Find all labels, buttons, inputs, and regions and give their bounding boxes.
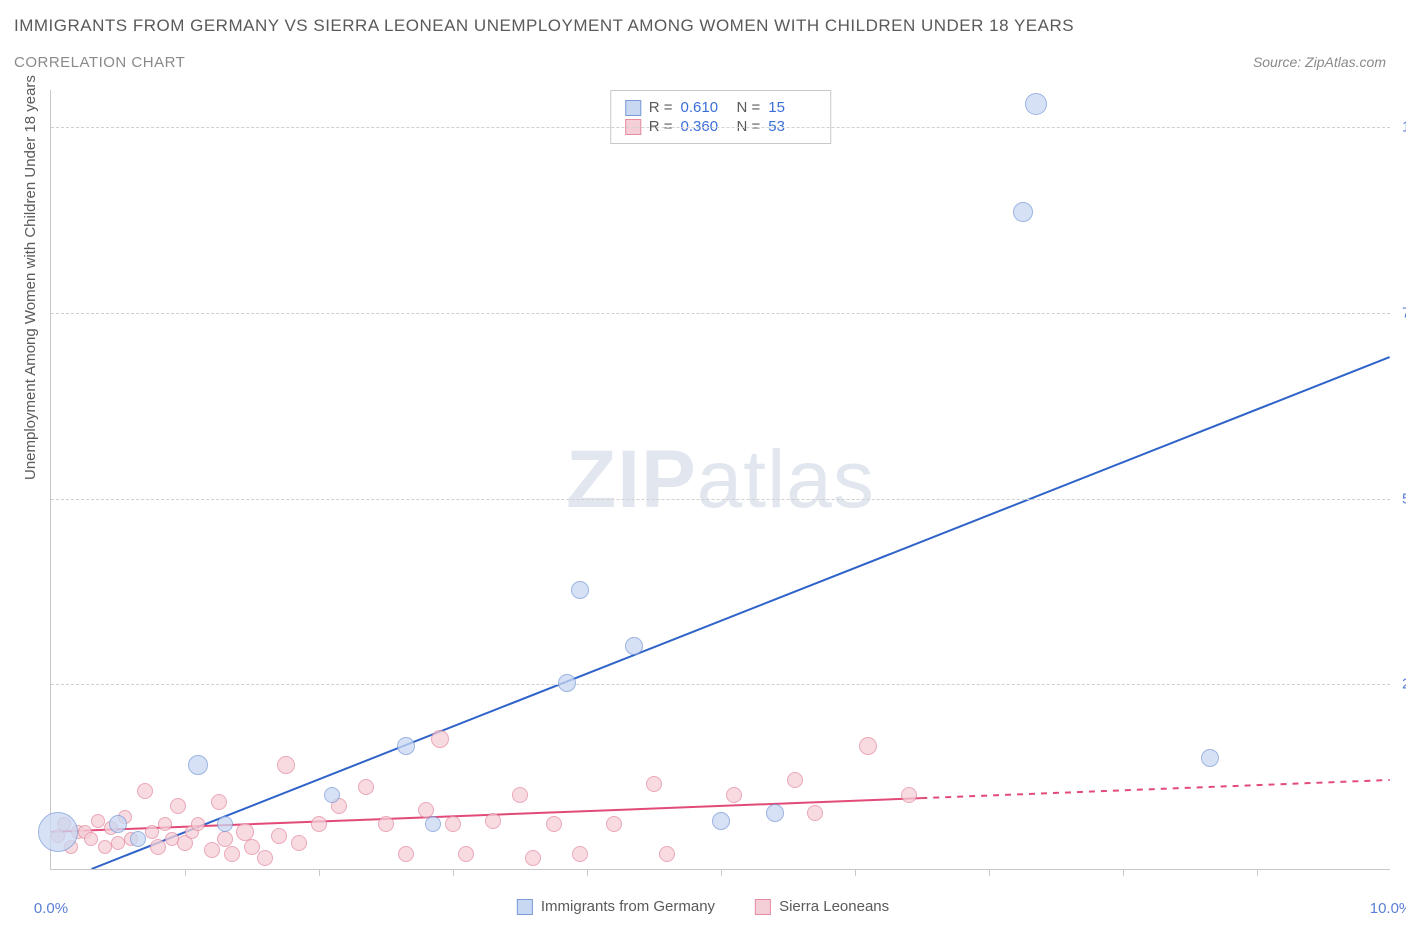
- data-point: [546, 816, 562, 832]
- data-point: [324, 787, 340, 803]
- chart-title: IMMIGRANTS FROM GERMANY VS SIERRA LEONEA…: [14, 16, 1074, 36]
- data-point: [137, 783, 153, 799]
- data-point: [397, 737, 415, 755]
- legend-stats-row: R = 0.610 N = 15: [625, 99, 817, 116]
- data-point: [659, 846, 675, 862]
- data-point: [398, 846, 414, 862]
- x-tick: [855, 870, 856, 876]
- data-point: [158, 817, 172, 831]
- data-point: [378, 816, 394, 832]
- x-tick: [453, 870, 454, 876]
- data-point: [1201, 749, 1219, 767]
- data-point: [358, 779, 374, 795]
- y-tick-label: 100.0%: [1402, 119, 1406, 136]
- data-point: [485, 813, 501, 829]
- legend-n-value: 15: [768, 99, 816, 116]
- gridline: [51, 499, 1390, 500]
- bottom-legend: Immigrants from Germany Sierra Leoneans: [517, 898, 889, 915]
- trend-line-dashed: [921, 780, 1389, 798]
- data-point: [291, 835, 307, 851]
- data-point: [512, 787, 528, 803]
- data-point: [204, 842, 220, 858]
- data-point: [766, 804, 784, 822]
- data-point: [625, 637, 643, 655]
- y-axis-label: Unemployment Among Women with Children U…: [22, 75, 39, 480]
- data-point: [787, 772, 803, 788]
- data-point: [130, 831, 146, 847]
- data-point: [111, 836, 125, 850]
- x-tick: [989, 870, 990, 876]
- chart-source: Source: ZipAtlas.com: [1253, 54, 1386, 70]
- x-tick-label: 10.0%: [1370, 900, 1406, 917]
- gridline: [51, 684, 1390, 685]
- data-point: [217, 816, 233, 832]
- data-point: [1013, 202, 1033, 222]
- data-point: [217, 831, 233, 847]
- legend-swatch: [755, 899, 771, 915]
- x-tick: [1257, 870, 1258, 876]
- bottom-legend-label: Sierra Leoneans: [779, 898, 889, 915]
- chart-subtitle: CORRELATION CHART: [14, 54, 185, 71]
- data-point: [901, 787, 917, 803]
- data-point: [91, 814, 105, 828]
- data-point: [445, 816, 461, 832]
- data-point: [712, 812, 730, 830]
- data-point: [170, 798, 186, 814]
- legend-n-label: N =: [737, 99, 761, 116]
- y-tick-label: 50.0%: [1402, 490, 1406, 507]
- data-point: [188, 755, 208, 775]
- x-tick: [721, 870, 722, 876]
- y-tick-label: 25.0%: [1402, 676, 1406, 693]
- data-point: [98, 840, 112, 854]
- data-point: [150, 839, 166, 855]
- data-point: [726, 787, 742, 803]
- legend-swatch: [517, 899, 533, 915]
- bottom-legend-item: Sierra Leoneans: [755, 898, 889, 915]
- data-point: [425, 816, 441, 832]
- plot-area: ZIPatlas R =0.610N =15R =0.360N =53 25.0…: [50, 90, 1390, 870]
- data-point: [646, 776, 662, 792]
- bottom-legend-item: Immigrants from Germany: [517, 898, 715, 915]
- legend-r-value: 0.610: [681, 99, 729, 116]
- legend-swatch: [625, 100, 641, 116]
- data-point: [224, 846, 240, 862]
- data-point: [418, 802, 434, 818]
- data-point: [244, 839, 260, 855]
- data-point: [271, 828, 287, 844]
- x-tick: [1123, 870, 1124, 876]
- x-tick: [319, 870, 320, 876]
- watermark: ZIPatlas: [566, 433, 875, 527]
- data-point: [807, 805, 823, 821]
- watermark-atlas: atlas: [697, 434, 875, 525]
- data-point: [38, 812, 78, 852]
- data-point: [191, 817, 205, 831]
- data-point: [109, 815, 127, 833]
- data-point: [558, 674, 576, 692]
- data-point: [311, 816, 327, 832]
- data-point: [145, 825, 159, 839]
- x-tick: [185, 870, 186, 876]
- data-point: [859, 737, 877, 755]
- data-point: [606, 816, 622, 832]
- gridline: [51, 127, 1390, 128]
- x-tick-label: 0.0%: [34, 900, 68, 917]
- legend-r-label: R =: [649, 99, 673, 116]
- data-point: [257, 850, 273, 866]
- gridline: [51, 313, 1390, 314]
- legend-stats-box: R =0.610N =15R =0.360N =53: [610, 90, 832, 144]
- data-point: [211, 794, 227, 810]
- data-point: [572, 846, 588, 862]
- y-tick-label: 75.0%: [1402, 304, 1406, 321]
- data-point: [458, 846, 474, 862]
- data-point: [431, 730, 449, 748]
- data-point: [277, 756, 295, 774]
- data-point: [1025, 93, 1047, 115]
- data-point: [525, 850, 541, 866]
- x-tick: [587, 870, 588, 876]
- data-point: [571, 581, 589, 599]
- bottom-legend-label: Immigrants from Germany: [541, 898, 715, 915]
- watermark-zip: ZIP: [566, 434, 697, 525]
- trend-lines: [51, 90, 1390, 869]
- data-point: [84, 832, 98, 846]
